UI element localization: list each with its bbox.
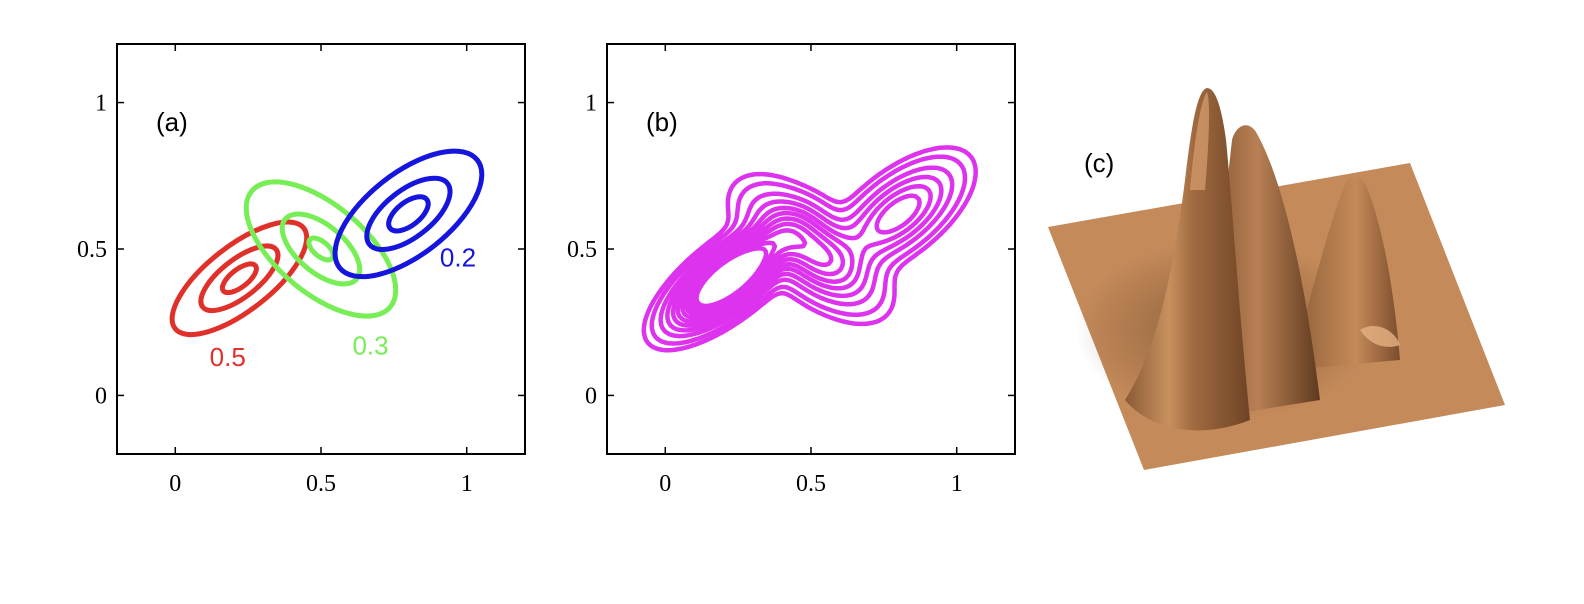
panel-a-ytick-label-0: 0: [95, 383, 107, 409]
panel-b-label: (b): [646, 107, 678, 137]
panel-b-ticks: 0 0.5 1 0 0.5 1: [567, 44, 1015, 497]
panel-b-contour-plot: 0 0.5 1 0 0.5 1 (b): [567, 43, 1016, 497]
panel-a-ticks: 0 0.5 1 0 0.5 1: [77, 44, 525, 497]
component-0-5-contour-1: [198, 243, 281, 314]
panel-a-xtick-label-1: 0.5: [306, 471, 336, 497]
mixture-contour-level-10: [694, 246, 769, 309]
panel-b-axes-frame: [606, 43, 1016, 455]
mixture-contour-level-3: [665, 174, 944, 333]
panel-b-xtick-label-1: 0.5: [796, 471, 826, 497]
panel-b-contours: [641, 145, 978, 353]
component-0-2-contour-0: [332, 148, 485, 280]
component-0-5-contour-2: [219, 261, 259, 296]
component-0-3-contour-2: [306, 235, 336, 263]
surface-peak-main: [1125, 88, 1250, 431]
panel-a-xtick-label-2: 1: [461, 471, 473, 497]
component-weight-label-0-5: 0.5: [210, 342, 246, 372]
panel-a-xtick-label-0: 0: [169, 471, 181, 497]
component-0-2-contour-2: [386, 194, 431, 234]
panel-a-ytick-label-1: 0.5: [77, 237, 107, 263]
panel-b-xtick-label-2: 1: [951, 471, 963, 497]
mixture-contour-level-0: [641, 145, 978, 353]
surface-ridge-highlight: [1190, 92, 1210, 190]
panel-a-contour-plot: 0 0.5 1 0 0.5 1 (a) 0.5 0.3 0.2: [77, 43, 526, 497]
mixture-contour-level-1: [649, 154, 968, 346]
panel-a-contours: [169, 148, 485, 338]
surface-flank-highlight: [1360, 325, 1400, 347]
panel-c-surface-plot: (c): [1048, 88, 1505, 470]
panel-a-label: (a): [156, 107, 188, 137]
component-weight-label-0-3: 0.3: [352, 330, 388, 360]
panel-c-label: (c): [1084, 148, 1114, 178]
mixture-contour-level-2: [658, 165, 955, 339]
panel-b-xtick-label-0: 0: [659, 471, 671, 497]
component-0-5-contour-0: [169, 219, 310, 338]
panel-a-ytick-label-2: 1: [95, 91, 107, 117]
surface-peak-third: [1290, 176, 1400, 370]
panel-b-ytick-label-0: 0: [585, 383, 597, 409]
component-0-2-contour-1: [364, 175, 453, 253]
panel-b-ytick-label-1: 0.5: [567, 237, 597, 263]
component-weight-label-0-2: 0.2: [440, 243, 476, 273]
panel-b-ytick-label-2: 1: [585, 91, 597, 117]
